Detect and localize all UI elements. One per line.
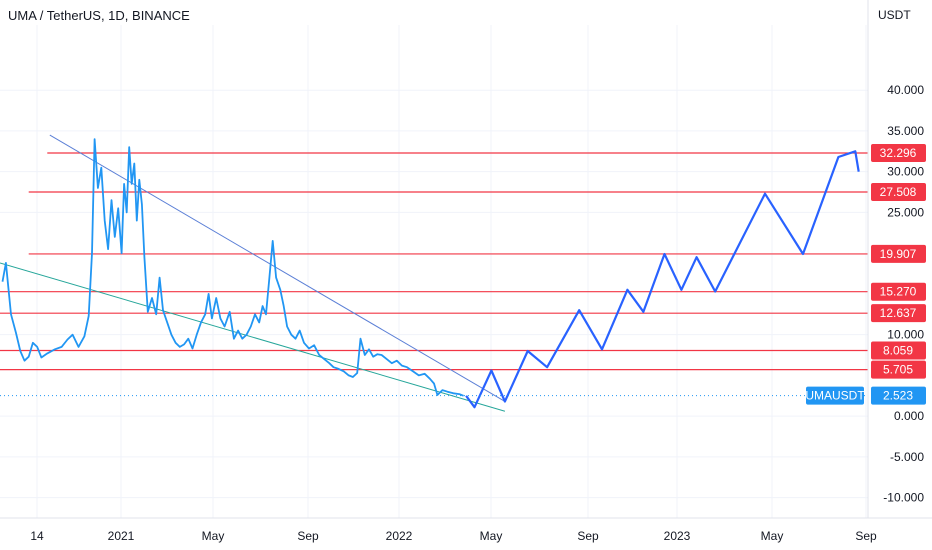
symbol-badge-label: UMAUSDT [805, 389, 865, 403]
y-tick-label: 35.000 [887, 124, 924, 138]
level-badge [871, 360, 926, 379]
x-tick-label: 2021 [108, 529, 135, 543]
x-tick-label: May [202, 529, 225, 543]
series-price [1, 138, 464, 397]
level-badge-label: 5.705 [883, 363, 913, 377]
x-tick-label: Sep [577, 529, 599, 543]
horizontal-levels [0, 152, 868, 371]
series-projection [465, 150, 860, 409]
y-tick-label: -10.000 [883, 491, 924, 505]
x-tick-label: Sep [855, 529, 877, 543]
level-badge-label: 32.296 [880, 146, 917, 160]
currency-label: USDT [878, 8, 911, 22]
level-badge-label: 12.637 [880, 306, 917, 320]
x-tick-label: May [761, 529, 784, 543]
level-badge [871, 304, 926, 323]
level-badge-label: 19.907 [880, 247, 917, 261]
x-tick-label: 2022 [386, 529, 413, 543]
current-price-badge [871, 386, 926, 405]
y-tick-label: -5.000 [890, 450, 924, 464]
level-badge-label: 27.508 [880, 185, 917, 199]
chart-title: UMA / TetherUS, 1D, BINANCE [8, 8, 190, 23]
level-badge [871, 182, 926, 201]
y-tick-label: 10.000 [887, 328, 924, 342]
y-tick-label: 40.000 [887, 83, 924, 97]
grid-lines [0, 25, 868, 518]
y-tick-label: 30.000 [887, 165, 924, 179]
x-tick-label: 14 [30, 529, 44, 543]
symbol-badge [806, 386, 864, 405]
level-badge-label: 15.270 [880, 285, 917, 299]
level-badge [871, 282, 926, 301]
x-tick-label: May [480, 529, 503, 543]
series-lines [1, 138, 860, 409]
y-tick-label: 0.000 [894, 409, 924, 423]
level-badge-label: 8.059 [883, 343, 913, 357]
trendlines [0, 134, 506, 412]
price-badges: 32.296 27.508 19.907 15.270 12.637 8.059 5.705… [805, 143, 926, 405]
level-badge [871, 244, 926, 263]
y-tick-label: 25.000 [887, 205, 924, 219]
x-tick-label: Sep [297, 529, 319, 543]
level-badge [871, 143, 926, 162]
level-badge [871, 341, 926, 360]
trendline-lower [0, 262, 506, 412]
trendline-upper [49, 134, 506, 402]
x-tick-label: 2023 [664, 529, 691, 543]
current-price-label: 2.523 [883, 389, 913, 403]
